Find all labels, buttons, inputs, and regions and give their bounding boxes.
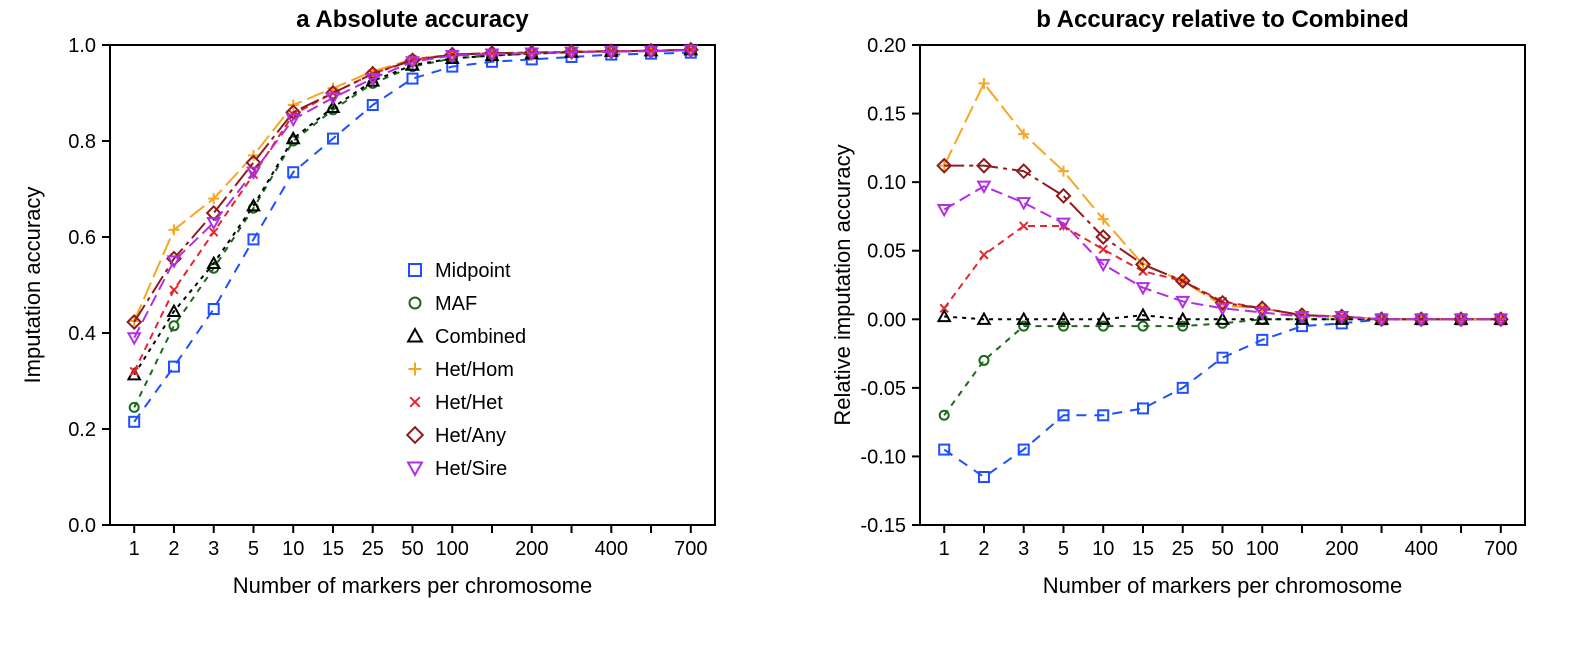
x-tick-label: 15 [322,538,344,560]
x-tick-label: 400 [595,538,628,560]
panel-title: b Accuracy relative to Combined [1036,6,1409,33]
x-tick-label: 3 [208,538,219,560]
x-tick-label: 1 [129,538,140,560]
series-maf [940,315,1506,420]
x-axis-label: Number of markers per chromosome [1043,573,1402,598]
x-tick-label: 5 [248,538,259,560]
y-tick-label: 0.20 [867,35,906,57]
x-axis-label: Number of markers per chromosome [233,573,592,598]
y-tick-label: 0.4 [68,323,96,345]
x-tick-label: 1 [939,538,950,560]
legend-label-midpoint: Midpoint [435,260,511,282]
y-tick-label: 0.8 [68,131,96,153]
x-tick-label: 50 [401,538,423,560]
x-tick-label: 25 [362,538,384,560]
series-hetsire [938,182,1506,325]
x-tick-label: 50 [1211,538,1233,560]
figure-container: a Absolute accuracy 0.0 0.2 0.4 0.6 0.8 1.0 1 2 3… [0,0,1593,649]
legend: Midpoint MAF Combined Het/Hom Het/Het Het/Any… [407,260,526,480]
legend-label-hethom: Het/Hom [435,359,514,381]
x-tick-label: 10 [1092,538,1114,560]
y-tick-label: -0.10 [860,446,906,468]
x-tick-label: 2 [168,538,179,560]
x-tick-label: 2 [978,538,989,560]
y-tick-label: 0.2 [68,419,96,441]
y-tick-label: -0.15 [860,515,906,537]
y-tick-label: 0.0 [68,515,96,537]
y-tick-label: 0.05 [867,241,906,263]
y-tick-label: 0.6 [68,227,96,249]
x-tick-label: 200 [515,538,548,560]
legend-label-combined: Combined [435,326,526,348]
x-tick-label: 25 [1172,538,1194,560]
x-tick-label: 700 [1484,538,1517,560]
y-tick-label: 1.0 [68,35,96,57]
x-tick-label: 5 [1058,538,1069,560]
y-tick-label: 0.00 [867,309,906,331]
y-tick-label: -0.05 [860,378,906,400]
y-tick-label: 0.15 [867,104,906,126]
panel-title: a Absolute accuracy [296,6,529,33]
y-axis-label: Relative imputation accuracy [830,144,855,425]
legend-label-hetsire: Het/Sire [435,458,507,480]
x-tick-label: 100 [436,538,469,560]
y-axis-label: Imputation accuracy [20,187,45,384]
y-tick-label: 0.10 [867,172,906,194]
series-midpoint [939,314,1506,482]
x-tick-label: 700 [674,538,707,560]
legend-label-hetany: Het/Any [435,425,506,447]
x-tick-label: 3 [1018,538,1029,560]
x-tick-label: 10 [282,538,304,560]
plot-box [110,45,715,525]
series-hetany [128,43,698,328]
x-tick-label: 400 [1405,538,1438,560]
legend-label-maf: MAF [435,293,477,315]
chart-svg: a Absolute accuracy 0.0 0.2 0.4 0.6 0.8 1.0 1 2 3… [0,0,1593,649]
legend-label-hethet: Het/Het [435,392,503,414]
series-hethom [129,44,697,326]
series-hethom [939,78,1507,325]
x-tick-label: 100 [1246,538,1279,560]
x-tick-label: 15 [1132,538,1154,560]
x-tick-label: 200 [1325,538,1358,560]
